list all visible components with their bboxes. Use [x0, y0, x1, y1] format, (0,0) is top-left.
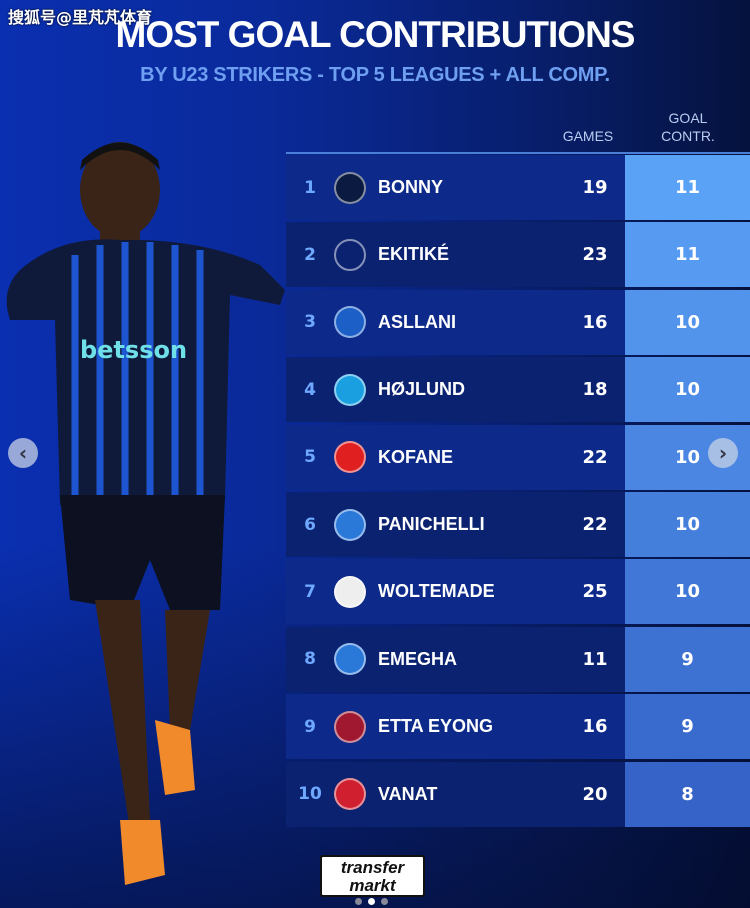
player-name: KOFANE [378, 446, 454, 467]
leverkusen-crest-icon [334, 441, 366, 474]
player-name: PANICHELLI [378, 514, 485, 534]
row-main: 1 BONNY 19 [286, 155, 625, 220]
girona-crest-icon [334, 778, 366, 811]
row-main: 6 PANICHELLI 22 [286, 492, 625, 557]
goal-contr-value: 10 [625, 492, 750, 557]
goal-contr-value: 9 [625, 626, 750, 692]
table-row: 2 EKITIKÉ 23 11 [286, 222, 750, 288]
hoffenheim-crest-icon [334, 306, 366, 339]
games-value: 23 [582, 244, 608, 266]
player-photo: betsson [6, 142, 286, 885]
carousel-dots [355, 898, 388, 905]
subtitle: BY U23 STRIKERS - TOP 5 LEAGUES + ALL CO… [140, 64, 610, 86]
goal-header-line2: CONTR. [661, 128, 715, 144]
napoli-crest-icon [334, 373, 366, 406]
row-main: 9 ETTA EYONG 16 [286, 694, 625, 760]
newcastle-stuttgart-crest-icon [334, 575, 366, 608]
games-value: 16 [582, 716, 608, 738]
prev-slide-button[interactable]: ‹ [8, 438, 38, 468]
watermark: 搜狐号@里芃芃体育 [8, 8, 153, 27]
rank: 10 [298, 784, 322, 805]
carousel-dot[interactable] [355, 898, 362, 905]
goal-contr-value: 10 [625, 289, 750, 355]
table-row: 6 PANICHELLI 22 10 [286, 492, 750, 557]
games-value: 18 [582, 379, 608, 401]
games-value: 22 [582, 514, 608, 535]
row-main: 5 KOFANE 22 [286, 424, 625, 490]
ranking-table: 1 BONNY 19 11 2 EKITIKÉ 23 11 3 ASLLANI … [286, 152, 750, 827]
inter-crest-icon [334, 171, 366, 204]
table-row: 4 HØJLUND 18 10 [286, 357, 750, 423]
goal-contr-value: 8 [625, 761, 750, 827]
player-name: BONNY [378, 177, 444, 197]
strasbourg-crest-icon [334, 508, 366, 541]
rank: 3 [304, 312, 316, 333]
row-main: 4 HØJLUND 18 [286, 357, 625, 423]
chevron-left-icon: ‹ [18, 441, 28, 465]
goal-contr-value: 9 [625, 694, 750, 760]
row-main: 3 ASLLANI 16 [286, 289, 625, 355]
table-row: 3 ASLLANI 16 10 [286, 289, 750, 355]
table-row: 8 EMEGHA 11 9 [286, 626, 750, 692]
chevron-right-icon: › [718, 441, 728, 465]
carousel-dot-active[interactable] [368, 898, 375, 905]
player-name: WOLTEMADE [378, 581, 495, 602]
rank: 2 [304, 244, 316, 265]
row-main: 2 EKITIKÉ 23 [286, 222, 625, 288]
games-value: 16 [582, 311, 608, 333]
goal-header-line1: GOAL [668, 110, 708, 126]
strasbourg-crest-icon [334, 643, 366, 676]
player-name: HØJLUND [378, 379, 466, 400]
goal-contr-header: GOAL CONTR. [650, 109, 726, 145]
player-name: EKITIKÉ [378, 244, 450, 265]
rank: 4 [304, 379, 316, 400]
table-row: 9 ETTA EYONG 16 9 [286, 694, 750, 760]
svg-text:betsson: betsson [80, 336, 187, 364]
player-name: ETTA EYONG [378, 716, 494, 737]
goal-contr-value: 10 [625, 357, 750, 423]
table-row: 5 KOFANE 22 10 [286, 424, 750, 490]
rank: 9 [304, 716, 316, 737]
games-value: 19 [582, 177, 608, 198]
logo-line2: markt [349, 876, 396, 895]
player-name: ASLLANI [378, 311, 456, 332]
page-title: MOST GOAL CONTRIBUTIONS [115, 14, 636, 55]
rank: 7 [304, 581, 316, 602]
liverpool-crest-icon [334, 238, 366, 271]
games-value: 22 [582, 446, 608, 468]
transfermarkt-logo: transfer markt [320, 855, 425, 897]
table-row: 7 WOLTEMADE 25 10 [286, 559, 750, 625]
carousel-dot[interactable] [381, 898, 388, 905]
rank: 5 [304, 447, 316, 468]
games-value: 20 [582, 783, 608, 805]
player-name: VANAT [378, 783, 438, 804]
games-value: 25 [582, 581, 608, 603]
player-name: EMEGHA [378, 648, 458, 669]
row-main: 10 VANAT 20 [286, 761, 625, 827]
table-row: 10 VANAT 20 8 [286, 761, 750, 827]
goal-contr-value: 11 [625, 222, 750, 288]
rank: 8 [304, 649, 316, 670]
logo-line1: transfer [340, 858, 405, 877]
table-row: 1 BONNY 19 11 [286, 155, 750, 220]
games-value: 11 [582, 648, 608, 670]
goal-contr-value: 10 [625, 559, 750, 625]
rank: 6 [304, 514, 316, 535]
goal-contr-value: 11 [625, 155, 750, 220]
row-main: 8 EMEGHA 11 [286, 626, 625, 692]
levante-villarreal-crest-icon [334, 710, 366, 743]
games-header: GAMES [562, 128, 614, 144]
rank: 1 [304, 177, 316, 198]
next-slide-button[interactable]: › [708, 438, 738, 468]
row-main: 7 WOLTEMADE 25 [286, 559, 625, 625]
